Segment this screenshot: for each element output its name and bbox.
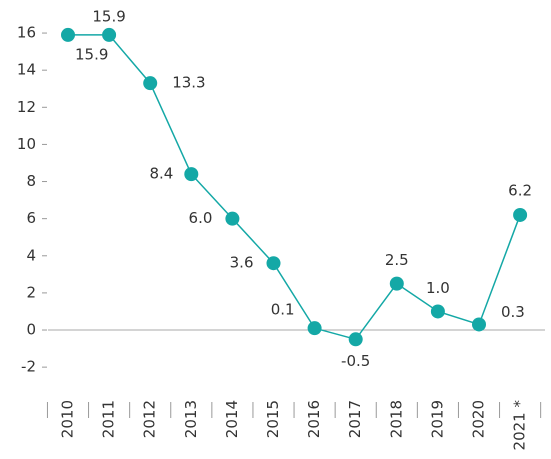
marker xyxy=(513,207,528,222)
x-tick-label: 2018 xyxy=(387,400,405,438)
x-tick-label: 2013 xyxy=(182,400,200,438)
y-tick-label: 6 xyxy=(26,209,36,227)
x-tick-label: 2011 xyxy=(100,400,118,438)
marker xyxy=(307,321,322,336)
x-tick-label: 2019 xyxy=(428,400,446,438)
x-tick-label: 2014 xyxy=(223,400,241,438)
x-tick-label: 2021 * xyxy=(511,400,529,451)
data-label: 1.0 xyxy=(426,279,450,297)
y-tick-label: 12 xyxy=(17,98,36,116)
data-label: 13.3 xyxy=(172,74,205,92)
y-tick-label: 10 xyxy=(17,135,36,153)
marker xyxy=(143,76,158,91)
y-tick-label: 0 xyxy=(26,321,36,339)
x-tick-label: 2015 xyxy=(264,400,282,438)
x-tick-label: 2010 xyxy=(59,400,77,438)
marker xyxy=(348,332,363,347)
marker xyxy=(430,304,445,319)
data-label: 6.2 xyxy=(508,181,532,199)
marker xyxy=(184,167,199,182)
marker xyxy=(61,27,75,42)
marker xyxy=(472,317,486,332)
marker xyxy=(389,276,404,291)
x-tick-label: 2016 xyxy=(305,400,323,438)
y-tick-label: 4 xyxy=(26,246,36,264)
data-label: 6.0 xyxy=(189,209,213,227)
marker xyxy=(225,211,240,226)
y-tick-label: -2 xyxy=(21,358,36,376)
data-label: 2.5 xyxy=(385,251,409,269)
y-tick-label: 16 xyxy=(17,24,36,42)
data-label: 0.1 xyxy=(271,301,295,319)
data-label: -0.5 xyxy=(341,352,370,370)
y-tick-label: 8 xyxy=(26,172,36,190)
x-tick-label: 2012 xyxy=(141,400,159,438)
data-label: 0.3 xyxy=(501,303,525,321)
data-label: 8.4 xyxy=(149,165,173,183)
x-tick-label: 2017 xyxy=(346,400,364,438)
data-label: 15.9 xyxy=(92,7,125,25)
marker xyxy=(102,27,117,42)
data-label: 3.6 xyxy=(230,254,254,272)
data-label: 15.9 xyxy=(75,45,108,63)
y-tick-label: 14 xyxy=(17,61,36,79)
y-tick-label: 2 xyxy=(26,283,36,301)
marker xyxy=(266,256,281,271)
x-tick-label: 2020 xyxy=(470,400,488,438)
line xyxy=(68,34,521,341)
